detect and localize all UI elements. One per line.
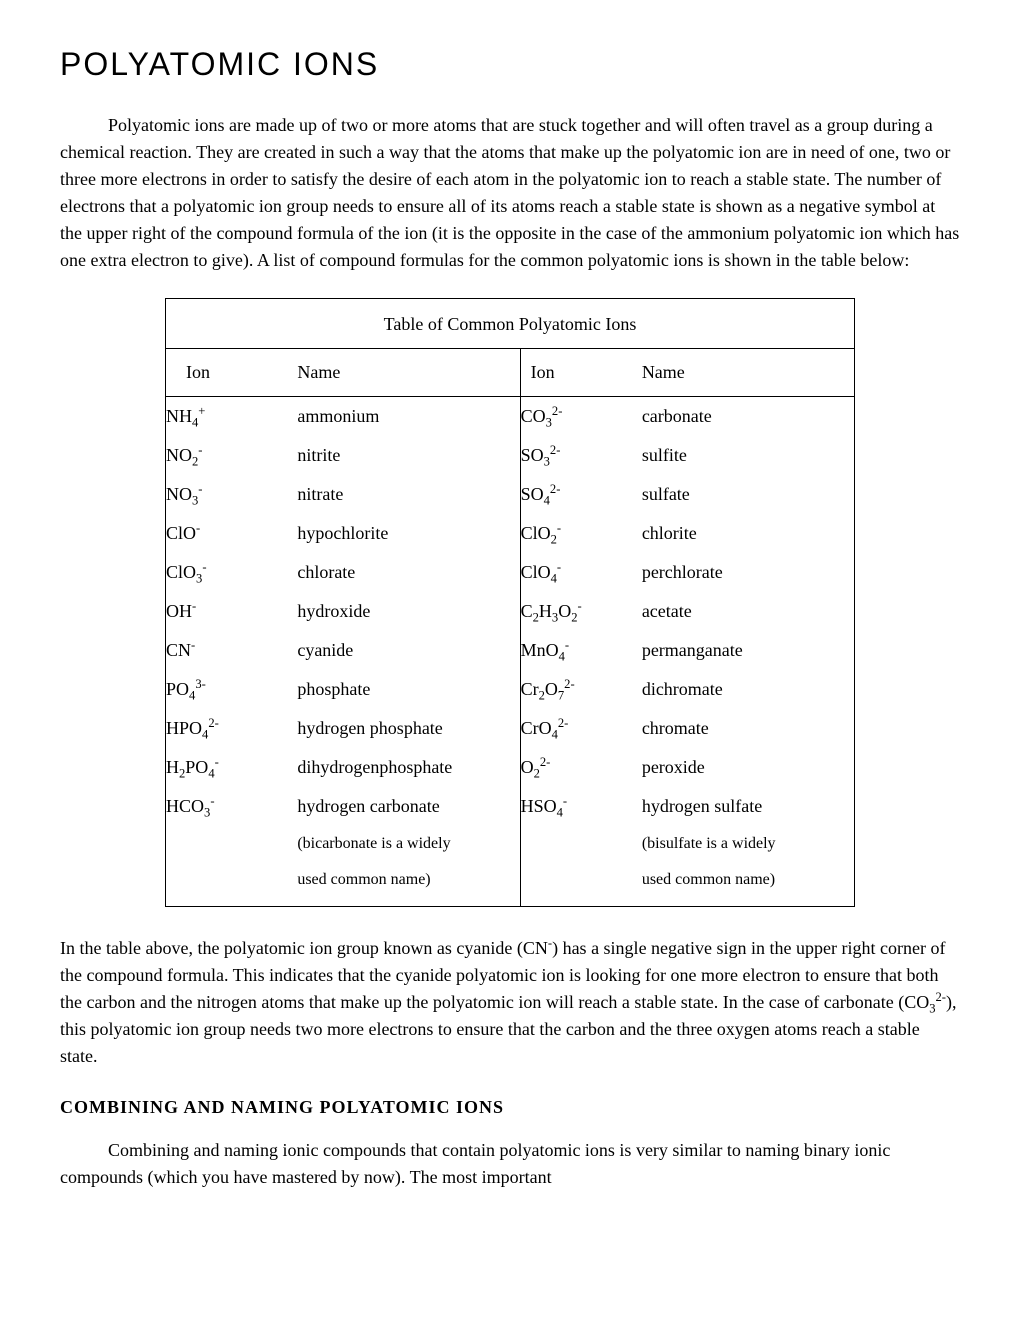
- note-right-2: used common name): [642, 862, 855, 907]
- ion-name: dihydrogenphosphate: [297, 748, 520, 787]
- note-left-2: used common name): [297, 862, 520, 907]
- ion-name: ammonium: [297, 397, 520, 436]
- table-row: HPO42-hydrogen phosphateCrO42-chromate: [166, 709, 855, 748]
- intro-paragraph: Polyatomic ions are made up of two or mo…: [60, 112, 960, 274]
- ion-name: phosphate: [297, 670, 520, 709]
- ion-formula: NO2-: [166, 436, 298, 475]
- ion-formula: SO42-: [520, 475, 642, 514]
- table-row: ClO3-chlorateClO4-perchlorate: [166, 553, 855, 592]
- ion-formula: ClO-: [166, 514, 298, 553]
- ion-formula: ClO3-: [166, 553, 298, 592]
- ion-formula: C2H3O2-: [520, 592, 642, 631]
- table-row: ClO-hypochloriteClO2-chlorite: [166, 514, 855, 553]
- ion-name: dichromate: [642, 670, 855, 709]
- ion-name: sulfite: [642, 436, 855, 475]
- ion-name: chlorate: [297, 553, 520, 592]
- ion-name: hydrogen phosphate: [297, 709, 520, 748]
- ion-formula: Cr2O72-: [520, 670, 642, 709]
- table-row: NH4+ammoniumCO32-carbonate: [166, 397, 855, 436]
- closing-paragraph: Combining and naming ionic compounds tha…: [60, 1137, 960, 1191]
- ion-formula: CN-: [166, 631, 298, 670]
- ion-formula: O22-: [520, 748, 642, 787]
- ion-formula: H2PO4-: [166, 748, 298, 787]
- col-header-ion2: Ion: [520, 349, 642, 397]
- col-header-name: Name: [297, 349, 520, 397]
- ion-formula: CrO42-: [520, 709, 642, 748]
- ion-name: permanganate: [642, 631, 855, 670]
- ion-name: carbonate: [642, 397, 855, 436]
- col-header-name2: Name: [642, 349, 855, 397]
- ion-formula: HPO42-: [166, 709, 298, 748]
- ion-name: nitrate: [297, 475, 520, 514]
- ion-formula: CO32-: [520, 397, 642, 436]
- table-caption: Table of Common Polyatomic Ions: [166, 299, 855, 349]
- ion-formula: HSO4-: [520, 787, 642, 826]
- table-row: NO3-nitrateSO42-sulfate: [166, 475, 855, 514]
- ion-formula: MnO4-: [520, 631, 642, 670]
- col-header-ion: Ion: [166, 349, 298, 397]
- ion-name: chromate: [642, 709, 855, 748]
- ion-name: sulfate: [642, 475, 855, 514]
- note-left-1: (bicarbonate is a widely: [297, 826, 520, 862]
- ion-formula: OH-: [166, 592, 298, 631]
- ion-name: hydroxide: [297, 592, 520, 631]
- ion-formula: PO43-: [166, 670, 298, 709]
- ion-formula: SO32-: [520, 436, 642, 475]
- table-row: NO2-nitriteSO32-sulfite: [166, 436, 855, 475]
- ion-formula: NH4+: [166, 397, 298, 436]
- table-row: HCO3-hydrogen carbonateHSO4-hydrogen sul…: [166, 787, 855, 826]
- table-row: PO43-phosphateCr2O72-dichromate: [166, 670, 855, 709]
- table-row: CN-cyanideMnO4-permanganate: [166, 631, 855, 670]
- explanation-paragraph: In the table above, the polyatomic ion g…: [60, 935, 960, 1070]
- table-row: H2PO4-dihydrogenphosphateO22-peroxide: [166, 748, 855, 787]
- ion-name: perchlorate: [642, 553, 855, 592]
- ion-name: hypochlorite: [297, 514, 520, 553]
- ion-formula: HCO3-: [166, 787, 298, 826]
- subheading: COMBINING AND NAMING POLYATOMIC IONS: [60, 1094, 960, 1121]
- ion-name: acetate: [642, 592, 855, 631]
- ion-formula: ClO4-: [520, 553, 642, 592]
- table-row: OH-hydroxideC2H3O2-acetate: [166, 592, 855, 631]
- ion-name: cyanide: [297, 631, 520, 670]
- ion-name: nitrite: [297, 436, 520, 475]
- ion-name: chlorite: [642, 514, 855, 553]
- ion-formula: NO3-: [166, 475, 298, 514]
- ions-table: Table of Common Polyatomic Ions Ion Name…: [165, 298, 855, 907]
- note-right-1: (bisulfate is a widely: [642, 826, 855, 862]
- ion-name: hydrogen sulfate: [642, 787, 855, 826]
- ion-formula: ClO2-: [520, 514, 642, 553]
- ion-name: hydrogen carbonate: [297, 787, 520, 826]
- page-title: POLYATOMIC IONS: [60, 40, 960, 88]
- ion-name: peroxide: [642, 748, 855, 787]
